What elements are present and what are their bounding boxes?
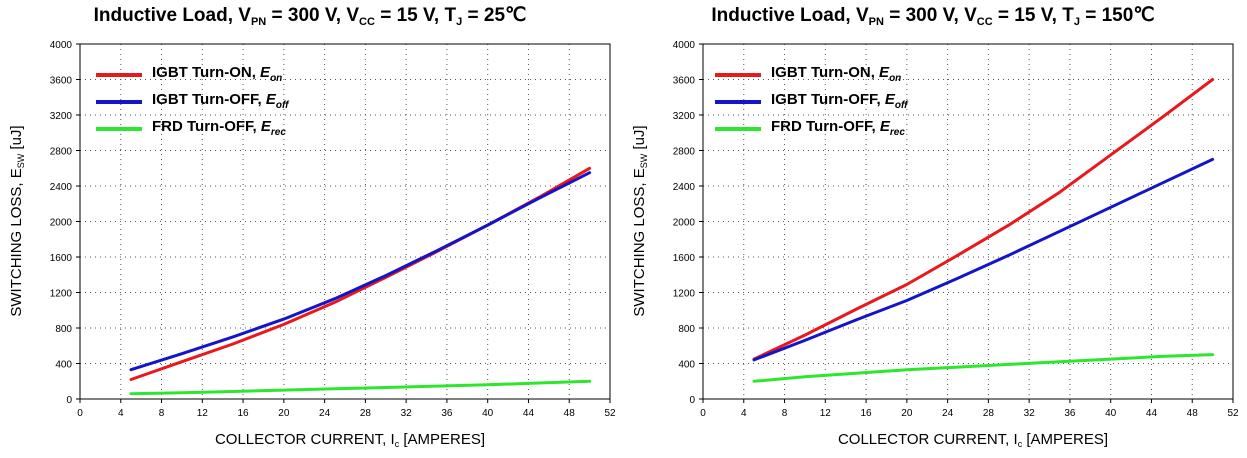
x-tick-label: 4 — [118, 408, 124, 419]
y-tick-label: 400 — [55, 360, 72, 371]
x-axis-label: COLLECTOR CURRENT, Ic [AMPERES] — [837, 431, 1109, 449]
legend-swatch-eoff — [96, 100, 142, 104]
y-tick-label: 0 — [689, 395, 695, 406]
legend-label-eoff: IGBT Turn-OFF, Eoff — [771, 91, 908, 111]
y-tick-label: 2400 — [50, 182, 73, 193]
y-tick-label: 2000 — [50, 218, 73, 229]
x-tick-label: 16 — [861, 408, 873, 419]
x-tick-label: 40 — [482, 408, 494, 419]
y-tick-label: 2400 — [673, 182, 696, 193]
plot-area: 0 4 8 12 16 20 24 28 32 36 40 44 48 52040080012001600… — [673, 40, 1239, 419]
legend-label-erec: FRD Turn-OFF, Erec — [152, 118, 286, 138]
y-tick-label: 4000 — [50, 40, 73, 51]
chart-panel-right: Inductive Load, VPN = 300 V, VCC = 15 V,… — [623, 0, 1243, 458]
y-tick-label: 800 — [678, 324, 695, 335]
x-tick-label: 20 — [901, 408, 913, 419]
legend-swatch-eon — [715, 73, 761, 77]
legend-label-eoff: IGBT Turn-OFF, Eoff — [152, 91, 289, 111]
y-tick-label: 2800 — [673, 147, 696, 158]
plot-area: 0 4 8 12 16 20 24 28 32 36 40 44 48 52040080012001600… — [50, 40, 616, 419]
x-tick-label: 48 — [1187, 408, 1199, 419]
y-tick-label: 3600 — [50, 76, 73, 87]
x-tick-label: 8 — [159, 408, 165, 419]
x-tick-label: 24 — [319, 408, 331, 419]
legend-label-eon: IGBT Turn-ON, Eon — [771, 64, 902, 84]
x-tick-label: 28 — [983, 408, 995, 419]
x-tick-label: 52 — [604, 408, 616, 419]
x-tick-label: 20 — [278, 408, 290, 419]
x-axis-label: COLLECTOR CURRENT, Ic [AMPERES] — [214, 431, 486, 449]
y-tick-label: 1600 — [50, 253, 73, 264]
x-tick-label: 0 — [700, 408, 706, 419]
y-tick-label: 1600 — [673, 253, 696, 264]
y-tick-label: 3200 — [50, 111, 73, 122]
series-line-erec — [752, 353, 1215, 383]
x-tick-label: 36 — [441, 408, 453, 419]
legend-label-erec: FRD Turn-OFF, Erec — [771, 118, 905, 138]
chart-panel-left: Inductive Load, VPN = 300 V, VCC = 15 V,… — [0, 0, 620, 458]
x-tick-label: 16 — [238, 408, 250, 419]
series-line-eon — [752, 78, 1215, 361]
x-tick-label: 32 — [401, 408, 413, 419]
x-tick-label: 44 — [1146, 408, 1158, 419]
y-tick-label: 1200 — [50, 289, 73, 300]
y-tick-label: 0 — [66, 395, 72, 406]
x-tick-label: 24 — [942, 408, 954, 419]
y-tick-label: 2800 — [50, 147, 73, 158]
series-line-eoff — [752, 157, 1215, 362]
series-line-erec — [129, 379, 592, 396]
legend-swatch-erec — [96, 127, 142, 131]
x-tick-label: 36 — [1064, 408, 1076, 419]
chart-title: Inductive Load, VPN = 300 V, VCC = 15 V,… — [711, 5, 1155, 28]
y-tick-label: 3200 — [673, 111, 696, 122]
x-tick-label: 12 — [820, 408, 832, 419]
x-tick-label: 8 — [782, 408, 788, 419]
y-tick-label: 4000 — [673, 40, 696, 51]
legend-label-eon: IGBT Turn-ON, Eon — [152, 64, 283, 84]
x-tick-label: 32 — [1024, 408, 1036, 419]
y-tick-label: 400 — [678, 360, 695, 371]
legend-swatch-erec — [715, 127, 761, 131]
x-tick-label: 40 — [1105, 408, 1117, 419]
chart-title: Inductive Load, VPN = 300 V, VCC = 15 V,… — [93, 5, 527, 28]
x-tick-label: 44 — [523, 408, 535, 419]
y-tick-label: 800 — [55, 324, 72, 335]
legend-swatch-eon — [96, 73, 142, 77]
x-tick-label: 12 — [197, 408, 209, 419]
x-tick-label: 48 — [564, 408, 576, 419]
y-tick-label: 3600 — [673, 76, 696, 87]
legend-swatch-eoff — [715, 100, 761, 104]
x-tick-label: 28 — [360, 408, 372, 419]
series-line-eoff — [129, 171, 592, 372]
y-tick-label: 2000 — [673, 218, 696, 229]
y-tick-label: 1200 — [673, 289, 696, 300]
x-tick-label: 0 — [77, 408, 83, 419]
x-tick-label: 4 — [741, 408, 747, 419]
x-tick-label: 52 — [1227, 408, 1239, 419]
